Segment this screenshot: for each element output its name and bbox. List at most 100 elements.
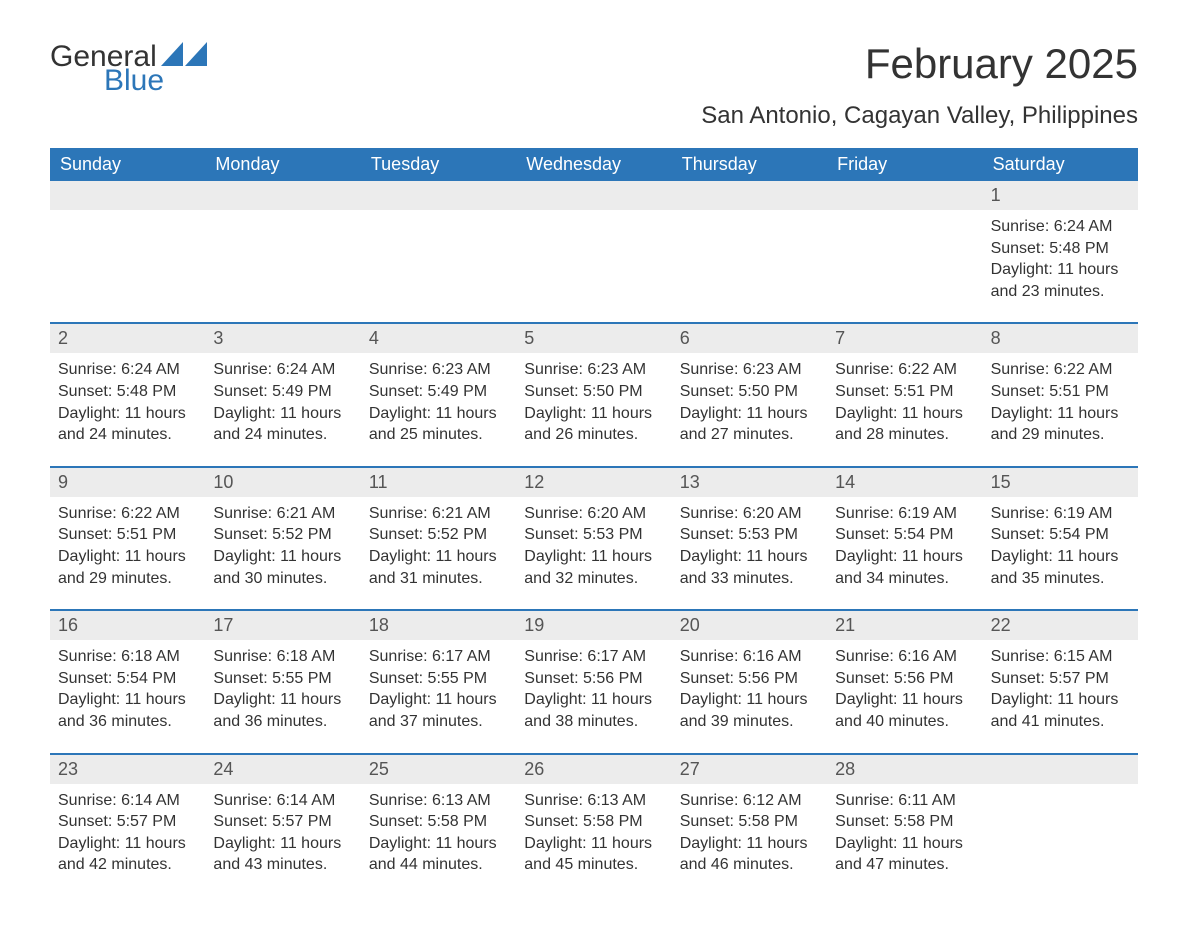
day-details: Sunrise: 6:18 AMSunset: 5:55 PMDaylight:… [205,640,360,734]
daylight-text: Daylight: 11 hours and 33 minutes. [680,546,819,589]
day-cell: 23Sunrise: 6:14 AMSunset: 5:57 PMDayligh… [50,755,205,878]
day-cell: 8Sunrise: 6:22 AMSunset: 5:51 PMDaylight… [983,324,1138,447]
day-number: 25 [361,755,516,784]
sunrise-text: Sunrise: 6:22 AM [991,359,1130,381]
daylight-text: Daylight: 11 hours and 34 minutes. [835,546,974,589]
week-row: 2Sunrise: 6:24 AMSunset: 5:48 PMDaylight… [50,322,1138,465]
day-cell: 13Sunrise: 6:20 AMSunset: 5:53 PMDayligh… [672,468,827,591]
sunset-text: Sunset: 5:51 PM [991,381,1130,403]
daylight-text: Daylight: 11 hours and 29 minutes. [58,546,197,589]
day-number: 21 [827,611,982,640]
day-cell [827,181,982,304]
day-number: 2 [50,324,205,353]
day-details: Sunrise: 6:17 AMSunset: 5:55 PMDaylight:… [361,640,516,734]
sunrise-text: Sunrise: 6:22 AM [58,503,197,525]
sunrise-text: Sunrise: 6:24 AM [991,216,1130,238]
day-number: 24 [205,755,360,784]
daylight-text: Daylight: 11 hours and 43 minutes. [213,833,352,876]
day-details: Sunrise: 6:13 AMSunset: 5:58 PMDaylight:… [516,784,671,878]
daylight-text: Daylight: 11 hours and 38 minutes. [524,689,663,732]
day-number: 4 [361,324,516,353]
day-details: Sunrise: 6:18 AMSunset: 5:54 PMDaylight:… [50,640,205,734]
day-cell: 7Sunrise: 6:22 AMSunset: 5:51 PMDaylight… [827,324,982,447]
daylight-text: Daylight: 11 hours and 47 minutes. [835,833,974,876]
day-number [50,181,205,210]
day-number: 3 [205,324,360,353]
day-number: 6 [672,324,827,353]
brand-logo: General Blue [50,40,207,98]
calendar-page: General Blue February 2025 San Antonio, … [0,0,1188,946]
sunrise-text: Sunrise: 6:23 AM [680,359,819,381]
day-number [361,181,516,210]
sunrise-text: Sunrise: 6:20 AM [680,503,819,525]
sunrise-text: Sunrise: 6:24 AM [213,359,352,381]
day-cell: 5Sunrise: 6:23 AMSunset: 5:50 PMDaylight… [516,324,671,447]
weekday-header: Saturday [983,148,1138,181]
daylight-text: Daylight: 11 hours and 39 minutes. [680,689,819,732]
daylight-text: Daylight: 11 hours and 36 minutes. [58,689,197,732]
location-subtitle: San Antonio, Cagayan Valley, Philippines [701,102,1138,130]
sunset-text: Sunset: 5:50 PM [524,381,663,403]
day-number [516,181,671,210]
day-details: Sunrise: 6:22 AMSunset: 5:51 PMDaylight:… [827,353,982,447]
day-details: Sunrise: 6:20 AMSunset: 5:53 PMDaylight:… [672,497,827,591]
day-details: Sunrise: 6:17 AMSunset: 5:56 PMDaylight:… [516,640,671,734]
day-details: Sunrise: 6:11 AMSunset: 5:58 PMDaylight:… [827,784,982,878]
daylight-text: Daylight: 11 hours and 45 minutes. [524,833,663,876]
title-block: February 2025 San Antonio, Cagayan Valle… [701,40,1138,130]
day-number: 1 [983,181,1138,210]
day-details: Sunrise: 6:13 AMSunset: 5:58 PMDaylight:… [361,784,516,878]
sunrise-text: Sunrise: 6:21 AM [369,503,508,525]
day-cell: 21Sunrise: 6:16 AMSunset: 5:56 PMDayligh… [827,611,982,734]
day-cell: 15Sunrise: 6:19 AMSunset: 5:54 PMDayligh… [983,468,1138,591]
daylight-text: Daylight: 11 hours and 31 minutes. [369,546,508,589]
day-cell: 19Sunrise: 6:17 AMSunset: 5:56 PMDayligh… [516,611,671,734]
sunset-text: Sunset: 5:51 PM [58,524,197,546]
day-number: 16 [50,611,205,640]
day-details: Sunrise: 6:20 AMSunset: 5:53 PMDaylight:… [516,497,671,591]
header-row: General Blue February 2025 San Antonio, … [50,40,1138,130]
day-cell: 25Sunrise: 6:13 AMSunset: 5:58 PMDayligh… [361,755,516,878]
sunrise-text: Sunrise: 6:13 AM [524,790,663,812]
sunrise-text: Sunrise: 6:16 AM [680,646,819,668]
sunset-text: Sunset: 5:48 PM [991,238,1130,260]
day-details: Sunrise: 6:22 AMSunset: 5:51 PMDaylight:… [983,353,1138,447]
day-number: 8 [983,324,1138,353]
sunset-text: Sunset: 5:54 PM [58,668,197,690]
sunset-text: Sunset: 5:54 PM [991,524,1130,546]
day-cell [50,181,205,304]
daylight-text: Daylight: 11 hours and 35 minutes. [991,546,1130,589]
week-row: 1 Sunrise: 6:24 AMSunset: 5:48 PMDaylight… [50,181,1138,322]
sunrise-text: Sunrise: 6:11 AM [835,790,974,812]
weekday-header: Sunday [50,148,205,181]
day-number: 19 [516,611,671,640]
day-number: 7 [827,324,982,353]
calendar-grid: SundayMondayTuesdayWednesdayThursdayFrid… [50,148,1138,896]
day-details: Sunrise: 6:23 AMSunset: 5:49 PMDaylight:… [361,353,516,447]
sunset-text: Sunset: 5:55 PM [369,668,508,690]
daylight-text: Daylight: 11 hours and 23 minutes. [991,259,1130,302]
day-details: Sunrise: 6:15 AMSunset: 5:57 PMDaylight:… [983,640,1138,734]
sunset-text: Sunset: 5:58 PM [835,811,974,833]
day-number: 22 [983,611,1138,640]
sunset-text: Sunset: 5:53 PM [680,524,819,546]
day-cell: 14Sunrise: 6:19 AMSunset: 5:54 PMDayligh… [827,468,982,591]
sunset-text: Sunset: 5:58 PM [680,811,819,833]
day-number: 17 [205,611,360,640]
sunset-text: Sunset: 5:55 PM [213,668,352,690]
sunrise-text: Sunrise: 6:19 AM [835,503,974,525]
day-cell: 2Sunrise: 6:24 AMSunset: 5:48 PMDaylight… [50,324,205,447]
day-cell: 20Sunrise: 6:16 AMSunset: 5:56 PMDayligh… [672,611,827,734]
sunrise-text: Sunrise: 6:17 AM [369,646,508,668]
sunset-text: Sunset: 5:50 PM [680,381,819,403]
day-number: 27 [672,755,827,784]
day-cell: 11Sunrise: 6:21 AMSunset: 5:52 PMDayligh… [361,468,516,591]
day-number: 18 [361,611,516,640]
day-number [205,181,360,210]
sunset-text: Sunset: 5:56 PM [835,668,974,690]
sunset-text: Sunset: 5:49 PM [213,381,352,403]
sunset-text: Sunset: 5:57 PM [991,668,1130,690]
day-number: 12 [516,468,671,497]
weeks-container: 1Sunrise: 6:24 AMSunset: 5:48 PMDaylight… [50,181,1138,896]
day-number: 23 [50,755,205,784]
